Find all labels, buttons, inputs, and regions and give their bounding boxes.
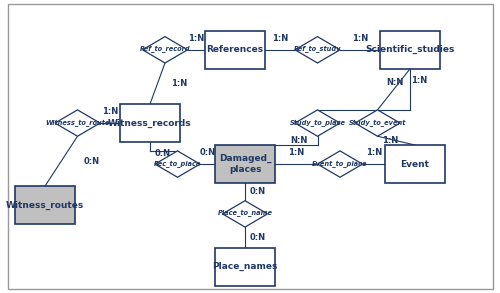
Text: Witness_routes: Witness_routes <box>6 200 84 210</box>
Text: 1:N: 1:N <box>382 136 398 145</box>
Polygon shape <box>55 110 100 136</box>
FancyBboxPatch shape <box>215 248 275 286</box>
Text: 1:N: 1:N <box>171 79 187 88</box>
Text: Place_to_name: Place_to_name <box>218 210 272 217</box>
Text: 0:N: 0:N <box>250 188 266 196</box>
Text: Study_to_place: Study_to_place <box>290 120 346 127</box>
Text: Witness_records: Witness_records <box>108 118 192 128</box>
Text: Ref_to_record: Ref_to_record <box>140 46 190 53</box>
Text: Scientific_studies: Scientific_studies <box>366 45 454 54</box>
FancyBboxPatch shape <box>120 104 180 142</box>
Text: 1:N: 1:N <box>352 34 368 42</box>
Text: Ref_to_study: Ref_to_study <box>294 46 341 53</box>
Text: Place_names: Place_names <box>212 262 278 271</box>
FancyBboxPatch shape <box>380 31 440 69</box>
Text: Damaged_
places: Damaged_ places <box>219 154 271 174</box>
Text: 0:N: 0:N <box>200 148 216 157</box>
Polygon shape <box>318 151 362 177</box>
Text: Event: Event <box>400 160 430 168</box>
Polygon shape <box>355 110 400 136</box>
Text: 1:N: 1:N <box>272 34 288 42</box>
Text: References: References <box>206 45 264 54</box>
Text: 0:N: 0:N <box>250 233 266 242</box>
Polygon shape <box>295 37 340 63</box>
Polygon shape <box>295 110 340 136</box>
Text: 1:N: 1:N <box>411 76 427 85</box>
Text: Study_to_event: Study_to_event <box>349 120 406 127</box>
Text: Event_to_place: Event_to_place <box>312 161 368 168</box>
Text: 1:N: 1:N <box>288 148 304 157</box>
FancyBboxPatch shape <box>15 186 75 224</box>
FancyBboxPatch shape <box>385 145 445 183</box>
Text: 0:N: 0:N <box>84 157 100 166</box>
Text: N:N: N:N <box>290 136 307 145</box>
Text: N:N: N:N <box>386 78 404 86</box>
FancyBboxPatch shape <box>215 145 275 183</box>
Polygon shape <box>155 151 200 177</box>
FancyBboxPatch shape <box>205 31 265 69</box>
Text: 0:N: 0:N <box>154 149 170 158</box>
Text: Rec_to_place: Rec_to_place <box>154 161 201 168</box>
Polygon shape <box>142 37 188 63</box>
Text: 1:N: 1:N <box>188 34 204 42</box>
Text: Witness_to_route: Witness_to_route <box>46 120 110 127</box>
Text: 1:N: 1:N <box>102 107 118 116</box>
Text: 1:N: 1:N <box>366 148 382 157</box>
FancyBboxPatch shape <box>8 4 492 289</box>
Polygon shape <box>222 201 268 227</box>
